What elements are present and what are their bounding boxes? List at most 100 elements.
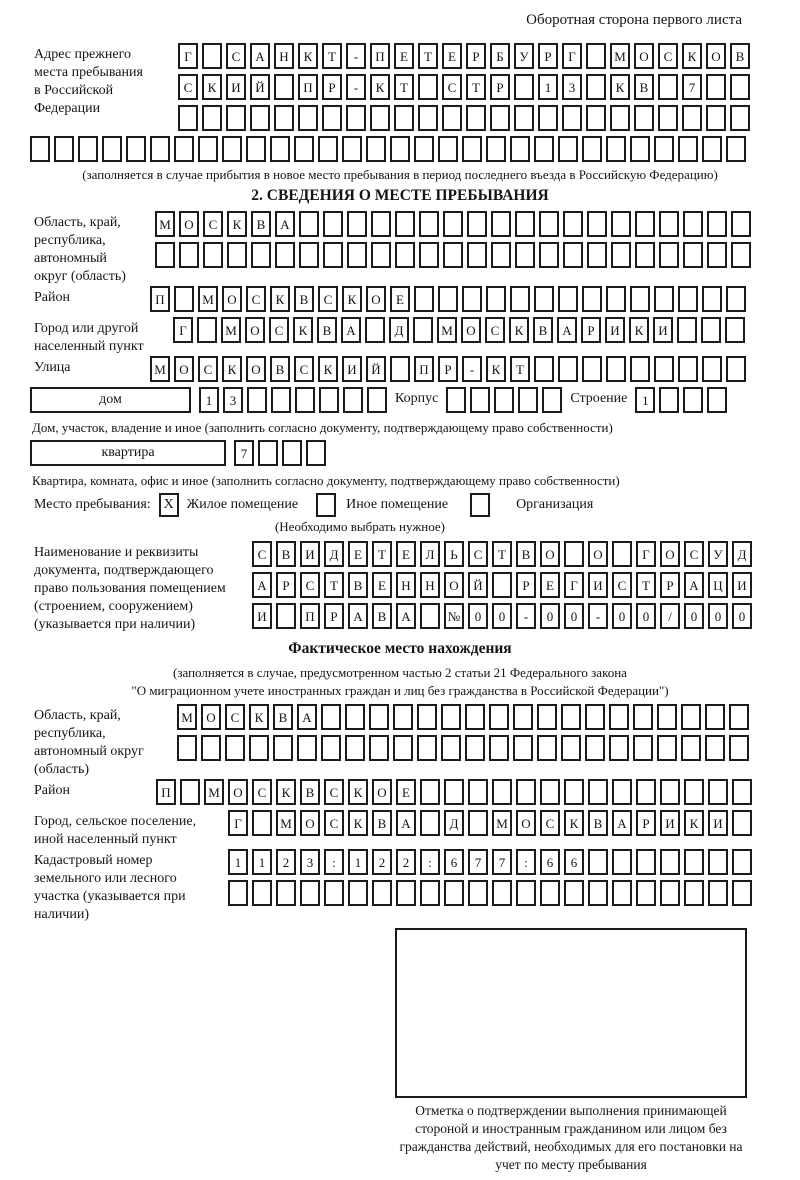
stroenie-row[interactable]: 1 [635,387,728,413]
char-cell: М [437,317,457,343]
char-cell [513,704,533,730]
char-cell: Р [516,572,536,598]
char-cell: И [342,356,362,382]
char-cell: О [540,541,560,567]
char-cell [635,242,655,268]
char-cell [730,74,750,100]
char-cell [510,286,530,312]
char-cell: В [372,810,392,836]
actual-region-field: Область, край, республика, автономный ок… [30,704,770,779]
char-cell [203,242,223,268]
char-cell [729,704,749,730]
char-cell: К [564,810,584,836]
char-cell [420,779,440,805]
actual-region-row-2[interactable] [177,735,770,761]
apartment-row[interactable]: 7 [234,440,326,466]
document-row-3[interactable]: И П Р А В А № 0 0-0 0-0 0/0 0 0 [252,603,770,629]
char-cell [705,704,725,730]
char-cell [702,136,722,162]
char-cell [558,136,578,162]
stay-type-checkbox-other[interactable] [316,493,337,517]
char-cell [78,136,98,162]
char-cell: В [294,286,314,312]
char-cell: Й [250,74,270,100]
char-cell: И [732,572,752,598]
char-cell: С [198,356,218,382]
char-cell: Т [492,541,512,567]
char-cell [612,541,632,567]
char-cell [609,704,629,730]
char-cell [396,880,416,906]
stay-type-checkbox-organization[interactable] [470,493,491,517]
char-cell: Р [276,572,296,598]
char-cell [282,440,302,466]
char-cell: О [372,779,392,805]
char-cell [582,136,602,162]
char-cell [636,779,656,805]
region-row-2[interactable] [155,242,770,268]
char-cell [708,779,728,805]
char-cell [395,242,415,268]
char-cell: 2 [276,849,296,875]
char-cell: 1 [228,849,248,875]
char-cell: С [203,211,223,237]
char-cell: С [252,779,272,805]
char-cell [486,286,506,312]
char-cell [726,136,746,162]
char-cell: К [270,286,290,312]
char-cell [538,105,558,131]
char-cell: Н [274,43,294,69]
char-cell [706,74,726,100]
char-cell: Д [389,317,409,343]
char-cell: К [610,74,630,100]
char-cell: С [485,317,505,343]
char-cell [443,211,463,237]
cadastre-row-2[interactable] [228,880,770,906]
char-cell [490,105,510,131]
char-cell [249,735,269,761]
prev-address-row-4[interactable] [30,136,770,162]
char-cell: 1 [199,387,219,413]
char-cell [702,356,722,382]
char-cell: Т [322,43,342,69]
prev-address-row-3[interactable] [178,105,770,131]
char-cell: Е [442,43,462,69]
char-cell [654,356,674,382]
char-cell: К [682,43,702,69]
char-cell [390,136,410,162]
char-cell: Д [732,541,752,567]
char-cell: Д [444,810,464,836]
char-cell [492,880,512,906]
char-cell [155,242,175,268]
korpus-row[interactable] [446,387,563,413]
char-cell [299,211,319,237]
actual-region-label: Область, край, республика, автономный ок… [34,708,144,777]
char-cell [178,105,198,131]
stay-type-option-residential-label: Жилое помещение [186,497,299,512]
char-cell [174,286,194,312]
document-field: Наименование и реквизиты документа, подт… [30,541,770,634]
char-cell: Р [466,43,486,69]
char-cell [177,735,197,761]
char-cell [225,735,245,761]
char-cell [491,211,511,237]
stay-type-checkbox-residential[interactable]: X [158,493,179,517]
char-cell [438,286,458,312]
char-cell: - [588,603,608,629]
char-cell: Ц [708,572,728,598]
